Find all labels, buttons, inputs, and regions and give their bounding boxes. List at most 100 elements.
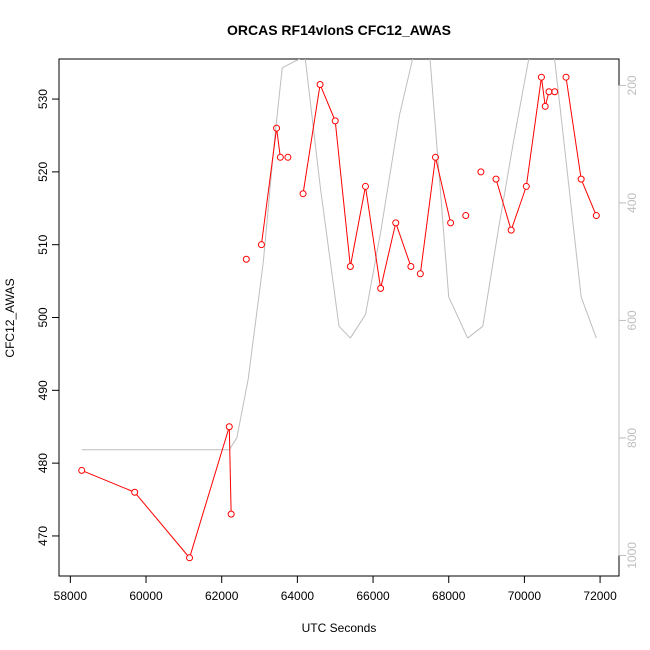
cfc12-segment bbox=[420, 160, 436, 271]
y2-tick-label: 200 bbox=[625, 75, 639, 95]
cfc12-point bbox=[299, 190, 307, 198]
cfc12-segment bbox=[189, 429, 229, 556]
cfc12-point bbox=[522, 182, 530, 190]
plot-area bbox=[78, 21, 600, 562]
cfc12-segment bbox=[541, 80, 546, 104]
cfc12-segment bbox=[276, 131, 281, 155]
cfc12-point bbox=[592, 212, 600, 220]
cfc12-segment bbox=[335, 123, 351, 264]
y-tick-label: 470 bbox=[36, 526, 50, 546]
secondary-segment bbox=[274, 67, 283, 139]
cfc12-point bbox=[284, 153, 292, 161]
cfc12-point bbox=[78, 466, 86, 474]
cfc12-series bbox=[78, 73, 600, 562]
y-tick-label: 520 bbox=[36, 162, 50, 182]
cfc12-segment bbox=[526, 80, 542, 184]
cfc12-segment bbox=[545, 94, 549, 104]
cfc12-segment bbox=[396, 225, 411, 264]
x-tick-label: 72000 bbox=[583, 589, 617, 603]
cfc12-point bbox=[492, 175, 500, 183]
secondary-segment bbox=[236, 379, 249, 439]
x-tick-label: 62000 bbox=[205, 589, 239, 603]
cfc12-point bbox=[227, 510, 235, 518]
secondary-series bbox=[81, 21, 597, 451]
x-tick-label: 58000 bbox=[54, 589, 88, 603]
plot-frame bbox=[58, 58, 620, 577]
secondary-segment bbox=[282, 59, 301, 69]
cfc12-point bbox=[273, 124, 281, 132]
secondary-segment bbox=[415, 50, 430, 56]
cfc12-point bbox=[545, 88, 553, 96]
secondary-segment bbox=[247, 261, 264, 380]
cfc12-point bbox=[407, 263, 415, 271]
secondary-segment bbox=[319, 185, 340, 327]
cfc12-segment bbox=[84, 471, 133, 492]
secondary-y-axis: 200 400 600 800 1000 bbox=[618, 75, 639, 569]
cfc12-point bbox=[276, 153, 284, 161]
x-tick-label: 64000 bbox=[281, 589, 315, 603]
cfc12-point bbox=[346, 263, 354, 271]
cfc12-segment bbox=[261, 131, 277, 242]
cfc12-point bbox=[242, 255, 250, 263]
y2-tick-label: 800 bbox=[625, 428, 639, 448]
y2-tick-label: 1000 bbox=[625, 542, 639, 569]
cfc12-segment bbox=[511, 189, 526, 228]
cfc12-segment bbox=[365, 189, 381, 286]
y2-tick-label: 600 bbox=[625, 310, 639, 330]
secondary-segment bbox=[512, 61, 529, 145]
cfc12-point bbox=[447, 219, 455, 227]
cfc12-segment bbox=[320, 87, 335, 119]
secondary-segment bbox=[448, 296, 469, 339]
cfc12-point bbox=[361, 182, 369, 190]
cfc12-point bbox=[316, 80, 324, 88]
cfc12-point bbox=[477, 168, 485, 176]
cfc12-point bbox=[431, 153, 439, 161]
y-axis-label: CFC12_AWAS bbox=[3, 278, 17, 357]
cfc12-point bbox=[577, 175, 585, 183]
secondary-segment bbox=[380, 114, 401, 233]
cfc12-segment bbox=[581, 181, 596, 213]
cfc12-segment bbox=[303, 87, 321, 191]
secondary-segment bbox=[540, 21, 551, 27]
cfc12-segment bbox=[350, 189, 366, 264]
secondary-segment bbox=[527, 59, 530, 63]
cfc12-point bbox=[331, 117, 339, 125]
secondary-segment bbox=[399, 59, 414, 115]
cfc12-point bbox=[225, 423, 233, 431]
cfc12-point bbox=[507, 226, 515, 234]
cfc12-point bbox=[416, 270, 424, 278]
cfc12-point bbox=[541, 102, 549, 110]
x-axis: 58000 60000 62000 64000 66000 68000 70000 72000 bbox=[54, 575, 617, 603]
cfc12-point bbox=[257, 241, 265, 249]
x-tick-label: 68000 bbox=[432, 589, 466, 603]
cfc12-point bbox=[186, 554, 194, 562]
secondary-segment bbox=[364, 232, 382, 315]
cfc12-point bbox=[377, 284, 385, 292]
secondary-segment bbox=[561, 126, 582, 297]
secondary-segment bbox=[497, 144, 514, 233]
cfc12-point bbox=[551, 88, 559, 96]
cfc12-point bbox=[392, 219, 400, 227]
cfc12-segment bbox=[496, 181, 511, 228]
cfc12-point bbox=[562, 73, 570, 81]
y2-tick-label: 400 bbox=[625, 193, 639, 213]
cfc12-segment bbox=[380, 225, 396, 286]
cfc12-point bbox=[462, 212, 470, 220]
chart-title: ORCAS RF14vlonS CFC12_AWAS bbox=[227, 22, 451, 38]
x-axis-label: UTC Seconds bbox=[302, 621, 377, 635]
secondary-segment bbox=[349, 314, 366, 339]
y-tick-label: 480 bbox=[36, 453, 50, 473]
secondary-segment bbox=[429, 59, 450, 297]
secondary-segment bbox=[304, 59, 321, 186]
y-tick-label: 510 bbox=[36, 234, 50, 254]
secondary-segment bbox=[228, 437, 238, 450]
cfc12-segment bbox=[136, 494, 188, 556]
cfc12-segment bbox=[565, 80, 582, 177]
cfc12-segment bbox=[228, 429, 232, 512]
x-tick-label: 70000 bbox=[508, 589, 542, 603]
cfc12-segment bbox=[435, 160, 451, 221]
cfc12-point bbox=[131, 488, 139, 496]
y-tick-label: 490 bbox=[36, 380, 50, 400]
x-tick-label: 60000 bbox=[129, 589, 163, 603]
